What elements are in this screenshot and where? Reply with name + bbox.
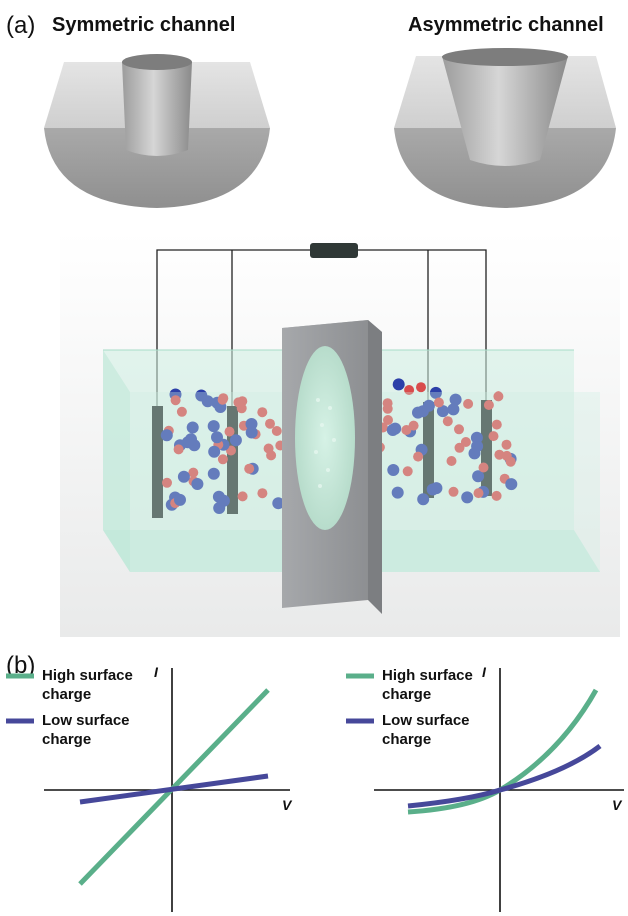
symmetric-channel-model [44,54,270,208]
cation [491,490,502,501]
left-legend-low-label: Low surface charge [42,712,130,748]
anion [392,378,405,391]
power-source [310,243,358,258]
right-x-axis-label: V [612,797,622,813]
anion [470,431,483,444]
cation [501,450,512,461]
cation [224,426,235,437]
anion [229,434,242,447]
cation [488,431,499,442]
cation [257,407,268,418]
cation [454,424,464,435]
anion [272,497,285,510]
cation [271,426,282,436]
anion [447,403,460,416]
membrane [282,320,382,614]
cation [188,467,199,478]
anion [160,429,173,442]
left-legend-high-label: High surface charge [42,667,133,703]
cation [483,400,494,410]
cation [217,454,228,465]
anion [429,386,442,399]
cation [460,437,471,447]
anion [387,464,400,476]
cation [473,488,484,499]
cation [265,418,275,429]
anion [177,470,190,483]
cation [478,462,489,473]
right-y-axis-label: I [482,664,486,680]
ions [160,378,518,514]
cation [442,416,453,427]
anion [472,470,485,483]
anion [213,502,226,514]
cation [257,488,268,499]
cation [173,444,184,455]
cation [404,385,415,395]
cation [454,442,465,453]
electrodes [152,400,492,518]
asymmetric-channel-title: Asymmetric channel [408,14,604,36]
anion [207,467,220,480]
right-legend-low-label: Low surface charge [382,712,470,748]
cation [494,449,505,460]
left-y-axis-label: I [154,664,158,680]
cation [401,425,412,435]
cation [402,466,413,477]
anion [186,421,199,434]
anion [207,420,220,433]
cation [408,420,419,431]
cation [217,394,228,405]
anion [191,478,204,490]
cation [170,395,181,406]
anion [245,418,258,430]
anion [211,431,223,444]
cation [237,491,248,502]
anion [245,426,258,439]
cation [382,403,393,414]
symmetric-channel-title: Symmetric channel [52,14,236,36]
anion [185,433,197,446]
left-x-axis-label: V [282,797,292,813]
anion [449,393,462,406]
right-low-charge-curve [407,744,602,809]
cation [493,391,504,402]
anion [505,478,518,491]
cation [413,451,424,462]
anion [471,440,484,453]
panel-b-label: (b) [6,652,36,679]
anion [391,486,404,499]
cation [162,477,172,488]
anion [389,422,402,435]
anion [426,483,439,496]
left-low-charge-curve [79,773,269,805]
cation [383,415,393,425]
cation [501,439,512,450]
membrane-pore-array [295,346,355,530]
asymmetric-channel-model [394,48,616,208]
cation [416,382,426,393]
panel-a-illustration [44,48,620,637]
cation [491,419,502,430]
cation [446,456,457,466]
anion [195,389,208,402]
cation [233,397,244,408]
anion [417,493,430,506]
cation [433,397,444,408]
anion [461,491,474,504]
panel-a-label: (a) [6,12,36,39]
right-legend-high-label: High surface charge [382,667,473,703]
cation [244,463,255,474]
cation [176,406,187,417]
anion [208,445,221,458]
cation [266,450,277,461]
right-high-charge-curve [407,688,599,815]
anion [412,406,424,419]
cation [463,398,474,409]
anion [436,405,449,418]
cation [448,486,459,497]
anion [174,493,186,506]
